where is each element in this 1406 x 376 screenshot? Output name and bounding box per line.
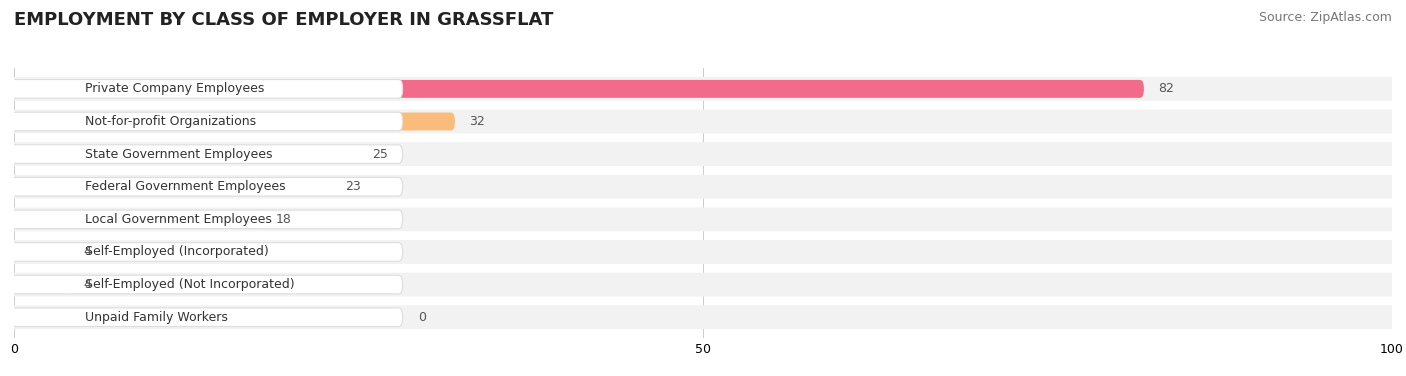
Text: 0: 0 bbox=[418, 311, 426, 324]
Text: Source: ZipAtlas.com: Source: ZipAtlas.com bbox=[1258, 11, 1392, 24]
FancyBboxPatch shape bbox=[10, 210, 402, 229]
FancyBboxPatch shape bbox=[7, 175, 1399, 199]
Text: Self-Employed (Incorporated): Self-Employed (Incorporated) bbox=[84, 246, 269, 258]
FancyBboxPatch shape bbox=[7, 77, 1399, 101]
FancyBboxPatch shape bbox=[7, 240, 1399, 264]
FancyBboxPatch shape bbox=[7, 112, 456, 130]
FancyBboxPatch shape bbox=[7, 80, 1144, 98]
FancyBboxPatch shape bbox=[10, 177, 402, 196]
FancyBboxPatch shape bbox=[7, 308, 14, 326]
Text: EMPLOYMENT BY CLASS OF EMPLOYER IN GRASSFLAT: EMPLOYMENT BY CLASS OF EMPLOYER IN GRASS… bbox=[14, 11, 554, 29]
FancyBboxPatch shape bbox=[7, 211, 262, 228]
FancyBboxPatch shape bbox=[7, 208, 1399, 231]
Text: Unpaid Family Workers: Unpaid Family Workers bbox=[84, 311, 228, 324]
Text: 23: 23 bbox=[344, 180, 360, 193]
Text: State Government Employees: State Government Employees bbox=[84, 148, 273, 161]
Text: 4: 4 bbox=[83, 278, 91, 291]
FancyBboxPatch shape bbox=[10, 80, 402, 98]
Text: 4: 4 bbox=[83, 246, 91, 258]
Text: Self-Employed (Not Incorporated): Self-Employed (Not Incorporated) bbox=[84, 278, 294, 291]
FancyBboxPatch shape bbox=[10, 243, 402, 261]
FancyBboxPatch shape bbox=[10, 145, 402, 164]
Text: 25: 25 bbox=[373, 148, 388, 161]
FancyBboxPatch shape bbox=[7, 273, 1399, 297]
Text: Not-for-profit Organizations: Not-for-profit Organizations bbox=[84, 115, 256, 128]
FancyBboxPatch shape bbox=[7, 276, 69, 294]
FancyBboxPatch shape bbox=[7, 142, 1399, 166]
FancyBboxPatch shape bbox=[7, 305, 1399, 329]
FancyBboxPatch shape bbox=[10, 308, 402, 326]
FancyBboxPatch shape bbox=[7, 109, 1399, 133]
FancyBboxPatch shape bbox=[10, 275, 402, 294]
Text: 32: 32 bbox=[468, 115, 485, 128]
Text: 18: 18 bbox=[276, 213, 291, 226]
Text: 82: 82 bbox=[1157, 82, 1174, 96]
Text: Private Company Employees: Private Company Employees bbox=[84, 82, 264, 96]
Text: Local Government Employees: Local Government Employees bbox=[84, 213, 271, 226]
FancyBboxPatch shape bbox=[7, 178, 330, 196]
Text: Federal Government Employees: Federal Government Employees bbox=[84, 180, 285, 193]
FancyBboxPatch shape bbox=[10, 112, 402, 131]
FancyBboxPatch shape bbox=[7, 145, 359, 163]
FancyBboxPatch shape bbox=[7, 243, 69, 261]
